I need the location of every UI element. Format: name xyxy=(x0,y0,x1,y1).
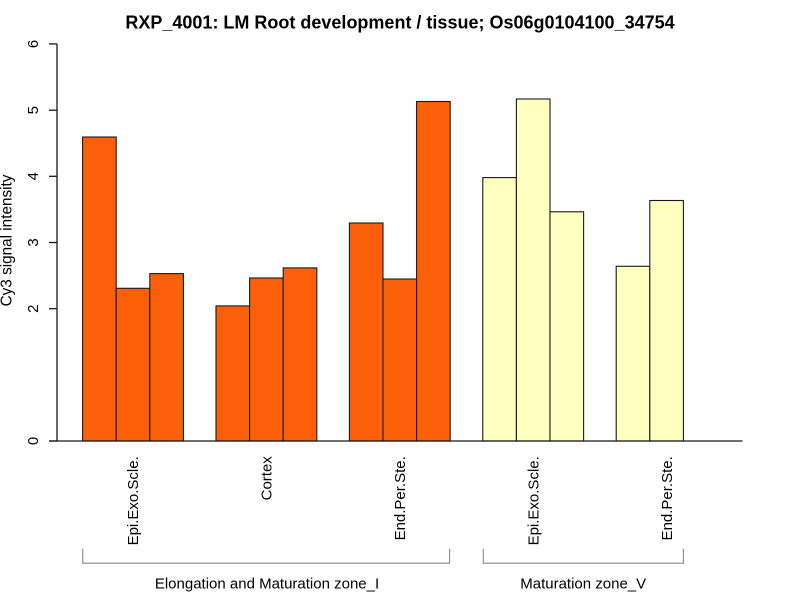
svg-text:5: 5 xyxy=(25,106,42,114)
svg-text:2: 2 xyxy=(25,305,42,313)
svg-text:Epi.Exo.Scle.: Epi.Exo.Scle. xyxy=(125,456,142,545)
svg-text:Maturation zone_V: Maturation zone_V xyxy=(520,576,646,593)
svg-text:End.Per.Ste.: End.Per.Ste. xyxy=(392,456,409,540)
svg-text:0: 0 xyxy=(25,437,42,445)
svg-text:Epi.Exo.Scle.: Epi.Exo.Scle. xyxy=(525,456,542,545)
svg-text:6: 6 xyxy=(25,40,42,48)
svg-text:3: 3 xyxy=(25,238,42,246)
svg-text:Elongation and Maturation zone: Elongation and Maturation zone_I xyxy=(155,576,379,593)
svg-text:End.Per.Ste.: End.Per.Ste. xyxy=(659,456,676,540)
svg-text:Cy3 signal intensity: Cy3 signal intensity xyxy=(0,174,15,306)
svg-text:RXP_4001: LM Root development: RXP_4001: LM Root development / tissue; … xyxy=(125,13,674,33)
svg-text:Cortex: Cortex xyxy=(259,456,276,501)
svg-text:4: 4 xyxy=(25,172,42,180)
